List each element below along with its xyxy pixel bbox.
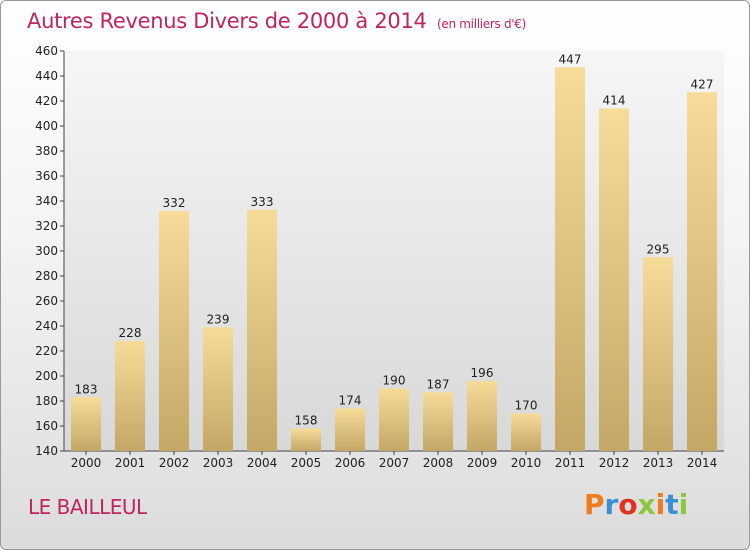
logo-letter: i (655, 488, 666, 521)
bar (511, 413, 541, 451)
y-tick-label: 380 (35, 144, 58, 158)
y-tick-label: 320 (35, 219, 58, 233)
bar (159, 211, 189, 451)
x-tick-label: 2008 (423, 456, 454, 470)
y-tick-label: 460 (35, 44, 58, 58)
x-tick-label: 2013 (643, 456, 674, 470)
bar (115, 341, 145, 451)
y-tick-label: 200 (35, 369, 58, 383)
bar (203, 327, 233, 451)
data-label: 447 (559, 52, 582, 66)
x-tick-label: 2005 (291, 456, 322, 470)
y-tick-label: 360 (35, 169, 58, 183)
bar (71, 397, 101, 451)
bar (555, 67, 585, 451)
data-label: 239 (207, 312, 230, 326)
proxiti-logo[interactable]: Proxiti (584, 488, 688, 521)
labels: 2000 183 2001 228 2002 332 2003 239 2004 333 2005 1… (71, 52, 718, 470)
chart-title: Autres Revenus Divers de 2000 à 2014 (en… (27, 9, 526, 33)
bar (467, 381, 497, 451)
y-tick-label: 440 (35, 69, 58, 83)
data-label: 190 (383, 374, 406, 388)
bar (423, 392, 453, 451)
x-tick-label: 2000 (71, 456, 102, 470)
logo-letter: P (584, 488, 605, 521)
bar (247, 209, 277, 451)
data-label: 333 (251, 195, 274, 209)
x-tick-label: 2011 (555, 456, 586, 470)
bar (687, 92, 717, 451)
y-tick-label: 240 (35, 319, 58, 333)
data-label: 187 (427, 377, 450, 391)
y-tick-label: 280 (35, 269, 58, 283)
bars (71, 67, 717, 451)
bar (335, 408, 365, 451)
x-tick-label: 2009 (467, 456, 498, 470)
y-tick-label: 300 (35, 244, 58, 258)
bar (291, 428, 321, 451)
data-label: 332 (163, 196, 186, 210)
data-label: 414 (603, 94, 626, 108)
data-label: 427 (691, 77, 714, 91)
data-label: 174 (339, 394, 362, 408)
chart-title-text: Autres Revenus Divers de 2000 à 2014 (27, 9, 427, 33)
logo-letter: i (678, 488, 689, 521)
x-tick-label: 2014 (687, 456, 718, 470)
y-tick-label: 340 (35, 194, 58, 208)
x-tick-label: 2007 (379, 456, 410, 470)
y-tick-label: 180 (35, 394, 58, 408)
commune-name: LE BAILLEUL (28, 495, 147, 519)
logo-letter: t (665, 488, 679, 521)
x-tick-label: 2012 (599, 456, 630, 470)
data-label: 228 (119, 326, 142, 340)
logo-letter: r (604, 488, 619, 521)
y-tick-label: 140 (35, 444, 58, 458)
y-tick-label: 400 (35, 119, 58, 133)
x-tick-label: 2006 (335, 456, 366, 470)
x-tick-label: 2004 (247, 456, 278, 470)
y-tick-label: 160 (35, 419, 58, 433)
logo-letter: x (637, 488, 656, 521)
axes: 140 160 180 200 220 240 260 280 300 320 340 360 380 4… (35, 44, 724, 458)
data-label: 295 (647, 242, 670, 256)
y-tick-label: 220 (35, 344, 58, 358)
x-tick-label: 2001 (115, 456, 146, 470)
x-tick-label: 2010 (511, 456, 542, 470)
bar (643, 257, 673, 451)
data-label: 158 (295, 414, 318, 428)
logo-letter: o (618, 488, 638, 521)
data-label: 170 (515, 399, 538, 413)
chart-unit: (en milliers d'€) (437, 17, 527, 31)
bar (599, 108, 629, 451)
x-tick-label: 2002 (159, 456, 190, 470)
x-tick-label: 2003 (203, 456, 234, 470)
data-label: 183 (75, 382, 98, 396)
data-label: 196 (471, 366, 494, 380)
y-tick-label: 420 (35, 94, 58, 108)
y-tick-label: 260 (35, 294, 58, 308)
bar (379, 388, 409, 451)
